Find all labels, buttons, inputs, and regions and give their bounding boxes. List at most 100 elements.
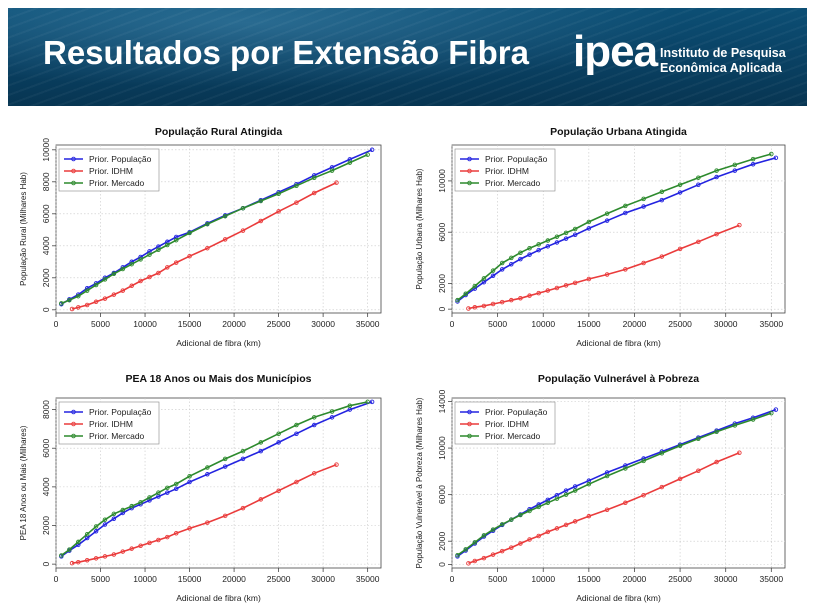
data-point [623,463,628,468]
data-point [545,244,551,249]
y-tick-label: 10000 [437,436,447,460]
y-axis-label: População Vulnerável à Pobreza (Milhares… [415,397,424,568]
logo-subtitle-line1: Instituto de Pesquisa [660,46,786,60]
x-tick-label: 20000 [222,319,246,329]
legend-marker [71,180,76,186]
data-point [369,399,375,405]
chart-2: 0 5000 10000 15000 20000 25000 30000 35000 0 2000… [415,126,786,348]
data-point [102,277,108,282]
x-tick-label: 10000 [531,574,555,584]
y-tick-label: 2000 [41,268,51,287]
chart-1: 0 5000 10000 15000 20000 25000 30000 35000 0 2000… [19,126,382,348]
data-point [677,182,683,188]
data-point [67,297,72,303]
data-point [490,552,496,557]
data-point [120,266,126,272]
data-point [499,267,505,272]
x-tick-label: 20000 [623,319,647,329]
data-point [120,288,126,293]
data-point [641,458,646,464]
data-point [258,440,264,445]
x-tick-label: 15000 [577,574,601,584]
data-point [696,175,701,180]
data-point [294,479,299,485]
data-point [518,296,523,301]
x-tick-label: 15000 [178,574,202,584]
data-point [536,504,541,510]
x-axis-label: Adicional de fibra (km) [176,593,261,603]
data-point [102,554,108,559]
data-point [527,245,532,251]
data-point [347,160,353,165]
legend-marker [467,409,472,415]
chart-4: 0 5000 10000 15000 20000 25000 30000 35000 0 2000… [415,373,786,603]
data-point [240,456,246,462]
data-point [572,232,578,238]
x-tick-label: 35000 [759,319,783,329]
legend-box [58,401,160,445]
legend-entry: Prior. IDHM [89,166,133,176]
data-point [111,271,117,277]
x-tick-label: 0 [54,319,59,329]
data-point [659,254,665,259]
data-point [527,293,532,298]
y-tick-label: 8000 [41,172,51,191]
data-point [329,168,335,173]
legend-entry: Prior. IDHM [89,419,133,429]
data-point [156,537,161,543]
data-point [773,407,779,412]
series-line [60,401,373,558]
legend-entry: Prior. IDHM [485,166,529,176]
series-line [457,153,772,301]
data-point [329,409,335,414]
data-point [677,190,683,195]
data-point [120,510,126,516]
data-point [276,209,281,214]
series-line [457,412,772,556]
y-axis-label: População Rural (Milhares Hab) [19,172,28,286]
data-point [138,500,143,505]
data-point [129,503,134,509]
series-line [60,401,368,557]
ipea-logo: ipea [573,27,658,76]
data-point [205,472,210,477]
data-point [369,147,375,153]
data-point [714,174,719,180]
data-point [472,283,478,289]
data-point [276,191,281,197]
data-point [563,283,569,288]
y-tick-label: 14000 [437,389,447,413]
data-point [69,306,75,312]
chart-title: População Rural Atingida [155,126,283,138]
data-point [659,197,665,203]
banner-glow [8,8,807,106]
data-point [572,488,578,493]
logo-subtitle-line2: Econômica Aplicada [660,61,782,75]
data-point [518,512,523,518]
series-line [457,157,777,303]
x-tick-label: 15000 [577,319,601,329]
legend-marker [71,421,76,427]
data-point [572,280,578,286]
data-point [545,497,551,503]
x-tick-label: 0 [54,574,59,584]
data-point [311,471,317,476]
chart-title: PEA 18 Anos ou Mais dos Municípios [126,373,312,385]
data-point [732,423,738,428]
chart-title: População Urbana Atingida [550,126,687,138]
x-tick-label: 30000 [714,319,738,329]
data-point [641,492,646,498]
legend-entry: Prior. População [485,154,548,164]
data-point [276,440,281,445]
chart-3: 0 5000 10000 15000 20000 25000 30000 35000 0 2000… [19,373,382,603]
legend-entry: Prior. População [89,407,152,417]
data-point [604,272,610,277]
data-point [67,547,72,552]
series-line [71,463,337,564]
data-point [773,155,779,161]
data-point [696,182,701,188]
data-point [572,226,578,232]
legend-marker [467,421,472,427]
data-point [156,490,161,495]
y-tick-label: 8000 [41,400,51,419]
